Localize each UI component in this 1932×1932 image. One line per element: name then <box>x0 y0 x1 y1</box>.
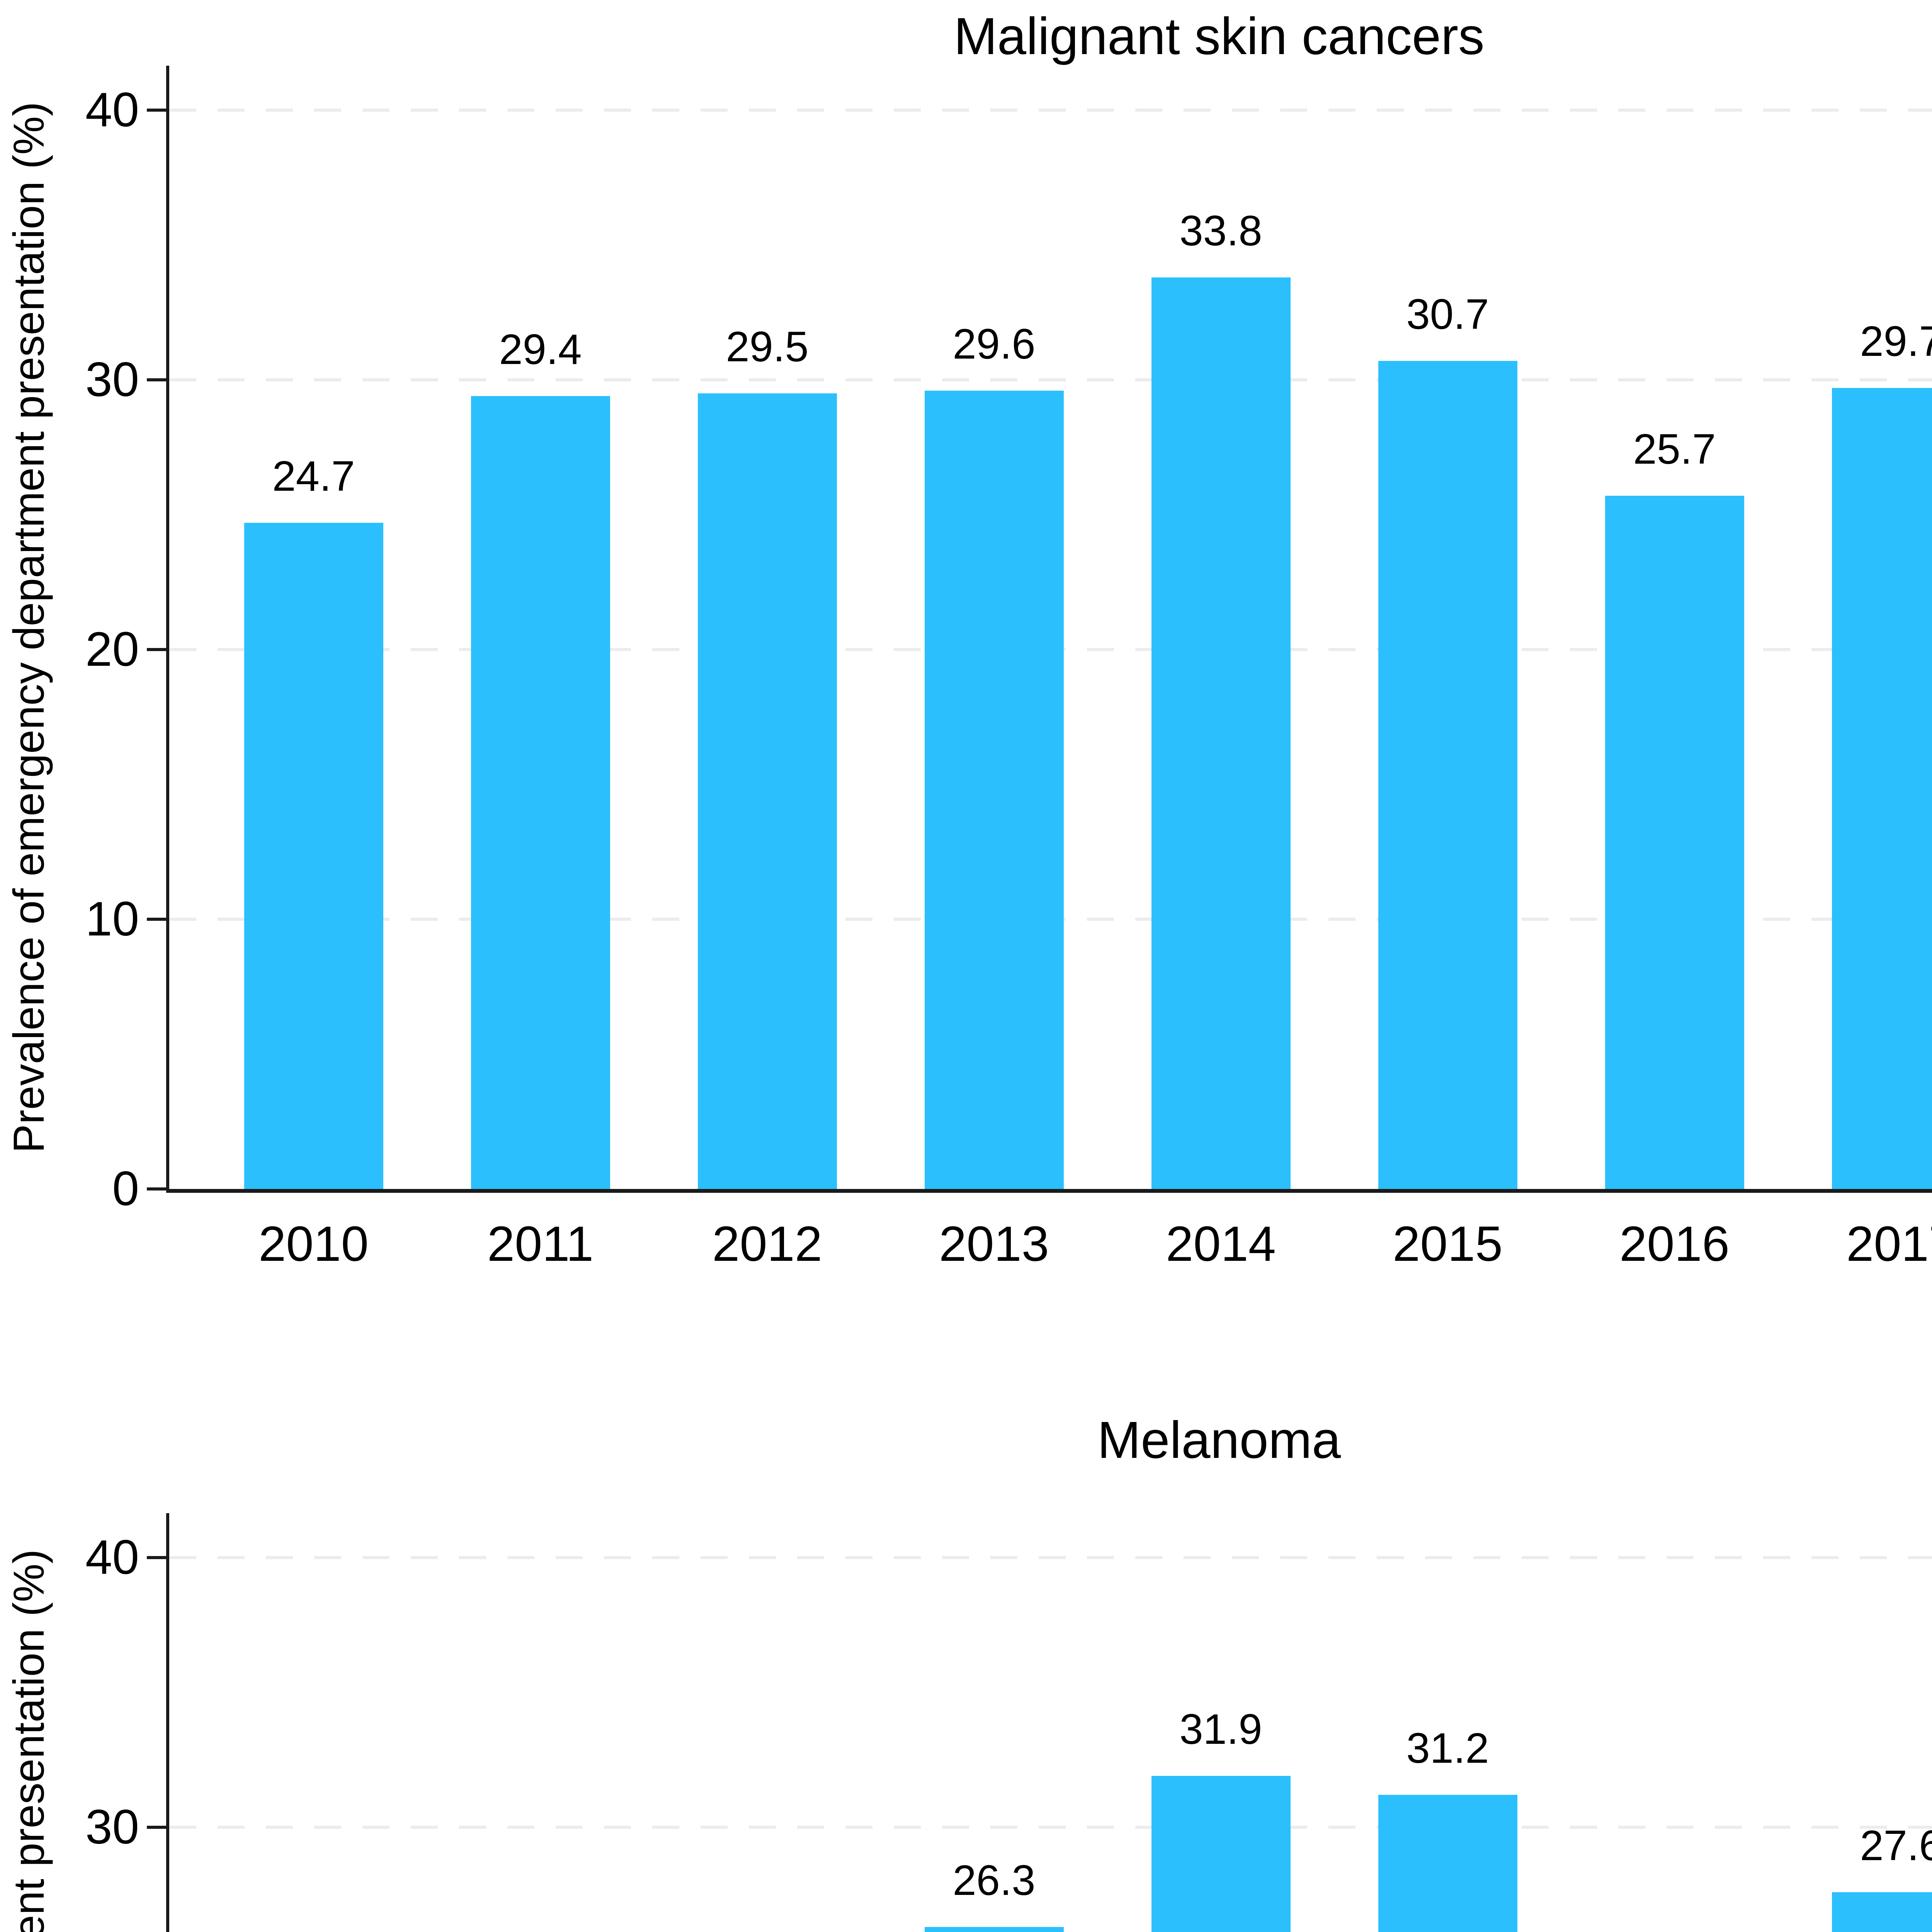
y-tick-40 <box>147 109 166 112</box>
y-tick-10 <box>147 918 166 921</box>
x-tick-label-2012: 2012 <box>712 1216 822 1272</box>
gridline-40 <box>169 1556 1932 1559</box>
x-tick-label-2014: 2014 <box>1166 1216 1276 1272</box>
bar-2017 <box>1832 388 1932 1189</box>
plot-area: 24.7 2010 29.4 2011 29.5 2012 29.6 2013 33.8 2014… <box>147 66 1932 1272</box>
bar-value-label-2014: 33.8 <box>1179 207 1262 255</box>
y-tick-label-0: 0 <box>112 1162 139 1216</box>
y-tick-label-30: 30 <box>85 353 139 406</box>
bar-2013 <box>924 1927 1064 1932</box>
chart-malignant-skin-cancers: Malignant skin cancers Prevalence of eme… <box>5 7 1932 1272</box>
bar-2016 <box>1605 496 1744 1189</box>
y-tick-label-10: 10 <box>85 892 139 946</box>
bar-value-label-2015: 31.2 <box>1406 1725 1489 1772</box>
bar-value-label-2011: 29.4 <box>499 325 582 373</box>
bar-2015 <box>1378 361 1517 1189</box>
x-tick-label-2011: 2011 <box>487 1216 594 1272</box>
y-tick-label-20: 20 <box>85 622 139 676</box>
x-tick-label-2010: 2010 <box>259 1216 369 1272</box>
x-tick-label-2017: 2017 <box>1846 1216 1932 1272</box>
x-tick-label-2016: 2016 <box>1619 1216 1730 1272</box>
chart-title: Malignant skin cancers <box>954 7 1485 65</box>
bar-value-label-2015: 30.7 <box>1406 291 1489 338</box>
bar-2014 <box>1151 1776 1291 1932</box>
bar-value-label-2013: 26.3 <box>952 1857 1036 1905</box>
bar-2017 <box>1832 1892 1932 1932</box>
bar-2013 <box>924 390 1064 1189</box>
bar-value-label-2012: 29.5 <box>726 323 809 371</box>
chart-title: Melanoma <box>1097 1411 1341 1469</box>
x-tick-label-2015: 2015 <box>1393 1216 1503 1272</box>
bar-value-label-2014: 31.9 <box>1179 1706 1262 1753</box>
y-tick-30 <box>147 1826 166 1829</box>
bar-2014 <box>1151 277 1291 1189</box>
y-tick-40 <box>147 1556 166 1559</box>
gridline-30 <box>169 378 1932 381</box>
bar-2010 <box>244 522 383 1189</box>
bar-value-label-2017: 27.6 <box>1860 1821 1932 1869</box>
y-tick-label-40: 40 <box>85 83 139 137</box>
bar-value-label-2017: 29.7 <box>1860 317 1932 365</box>
gridline-30 <box>169 1826 1932 1829</box>
bar-2012 <box>697 393 837 1189</box>
bar-2015 <box>1378 1795 1517 1932</box>
plot-area: 15.9201021.1201122.1201226.3201331.92014… <box>147 1513 1932 1932</box>
y-tick-0 <box>147 1187 166 1190</box>
y-tick-30 <box>147 378 166 381</box>
bar-2011 <box>471 396 610 1189</box>
bar-value-label-2013: 29.6 <box>952 320 1036 368</box>
y-tick-20 <box>147 648 166 651</box>
bar-value-label-2016: 25.7 <box>1633 425 1716 473</box>
y-tick-label-40: 40 <box>85 1531 139 1584</box>
gridline-40 <box>169 109 1932 112</box>
x-tick-label-2013: 2013 <box>939 1216 1049 1272</box>
chart-melanoma: Melanoma Prevalence of emergency departm… <box>0 1355 1932 1932</box>
bar-value-label-2010: 24.7 <box>272 452 355 500</box>
y-tick-label-30: 30 <box>85 1800 139 1854</box>
